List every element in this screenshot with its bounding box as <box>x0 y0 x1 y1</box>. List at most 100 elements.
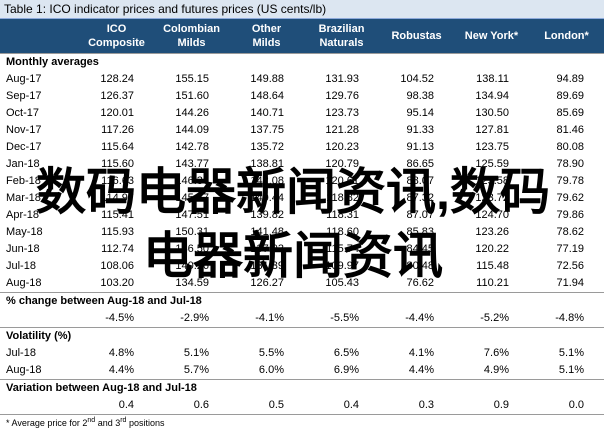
cell: 118.31 <box>326 209 359 221</box>
row-label-blank <box>0 310 79 327</box>
cell: 86.65 <box>406 158 434 170</box>
table-row: 0.4 0.6 0.5 0.4 0.3 0.9 0.0 <box>0 397 604 414</box>
table-row: Mar-18 114.97 145.57 140.44 118.82 87.32 123.7… <box>0 190 604 207</box>
column-header: ICO Composite <box>79 19 154 53</box>
table-row: Feb-18 116.63 146.30 142.08 120.61 88.07 125.5… <box>0 173 604 190</box>
cell: 72.56 <box>556 260 584 272</box>
cell: 146.50 <box>175 243 209 255</box>
cell: 125.59 <box>475 158 509 170</box>
cell: 142.78 <box>175 141 209 153</box>
cell: 4.8% <box>108 347 134 359</box>
cell: -4.4% <box>405 312 434 324</box>
cell: 0.0 <box>568 399 584 411</box>
column-header-line: New York* <box>464 30 519 42</box>
section-label: % change between Aug-18 and Jul-18 <box>0 292 604 310</box>
footnote-sup: rd <box>120 417 127 424</box>
section-label: Volatility (%) <box>0 327 604 345</box>
column-header-line: Milds <box>252 37 281 49</box>
cell: 78.62 <box>556 226 584 238</box>
table-row: Apr-18 115.41 147.51 139.82 118.31 87.07 124.7… <box>0 207 604 224</box>
cell: 110.21 <box>476 277 509 289</box>
row-label: Dec-17 <box>6 141 42 153</box>
footnote-text: * Average price for 2 <box>6 418 88 428</box>
cell: 144.09 <box>175 124 209 136</box>
cell: 148.64 <box>250 90 284 102</box>
row-label-blank <box>0 397 79 414</box>
table-row: Jun-18 112.74 146.50 137.93 115.74 84.45 120.2… <box>0 241 604 258</box>
column-header-line: ICO <box>106 23 127 35</box>
row-label: Aug-17 <box>6 73 42 85</box>
cell: 117.26 <box>101 124 134 136</box>
cell: 147.51 <box>175 209 209 221</box>
watermark: 数码电器新闻资讯,数码电器新闻资讯 <box>36 164 550 284</box>
cell: 130.50 <box>475 107 509 119</box>
cell: 120.23 <box>325 141 359 153</box>
cell: 115.64 <box>101 141 134 153</box>
cell: 115.74 <box>326 243 359 255</box>
cell: 137.75 <box>250 124 284 136</box>
cell: 149.88 <box>250 73 284 85</box>
cell: 126.27 <box>250 277 284 289</box>
cell: 125.58 <box>475 175 509 187</box>
table-row: Aug-18 103.20 134.59 126.27 105.43 76.62 110.2… <box>0 275 604 292</box>
cell: 151.60 <box>175 90 209 102</box>
cell: 78.90 <box>556 158 584 170</box>
cell: 120.01 <box>100 107 134 119</box>
cell: 118.82 <box>326 192 359 204</box>
row-label: Mar-18 <box>6 192 41 204</box>
cell: -2.9% <box>180 312 209 324</box>
row-label: Jul-18 <box>6 347 36 359</box>
cell: 115.41 <box>101 209 134 221</box>
cell: 103.20 <box>100 277 134 289</box>
cell: -5.5% <box>330 312 359 324</box>
table-row: Nov-17 117.26 144.09 137.75 121.28 91.33 127.8… <box>0 122 604 139</box>
cell: 123.75 <box>475 141 509 153</box>
cell: 5.1% <box>558 364 584 376</box>
cell: 6.0% <box>258 364 284 376</box>
cell: 4.4% <box>408 364 434 376</box>
cell: 146.30 <box>175 175 209 187</box>
row-label: Nov-17 <box>6 124 42 136</box>
cell: 124.70 <box>475 209 509 221</box>
cell: 88.07 <box>406 175 434 187</box>
cell: 4.1% <box>408 347 434 359</box>
row-label: Sep-17 <box>6 90 42 102</box>
cell: 140.71 <box>250 107 284 119</box>
cell: 91.33 <box>406 124 434 136</box>
cell: 85.69 <box>556 107 584 119</box>
column-header-line: Milds <box>177 37 206 49</box>
cell: 145.57 <box>175 192 209 204</box>
cell: 84.45 <box>406 243 434 255</box>
table-row: May-18 115.93 150.31 141.48 118.60 85.83 123.2… <box>0 224 604 241</box>
cell: 91.13 <box>406 141 434 153</box>
cell: 135.72 <box>250 141 284 153</box>
footnote-sup: nd <box>87 417 96 424</box>
cell: 134.59 <box>175 277 209 289</box>
column-header: Brazilian Naturals <box>304 19 379 53</box>
cell: 116.63 <box>101 175 134 187</box>
cell: 115.93 <box>101 226 134 238</box>
cell: 79.86 <box>556 209 584 221</box>
cell: 95.14 <box>406 107 434 119</box>
cell: 120.79 <box>325 158 359 170</box>
column-header-line: Naturals <box>319 37 364 49</box>
column-header-line: Composite <box>88 37 145 49</box>
footnote-text: and 3 <box>95 418 121 428</box>
cell: 0.5 <box>268 399 284 411</box>
cell: 139.82 <box>250 209 284 221</box>
column-header: Other Milds <box>229 19 304 53</box>
cell: 80.48 <box>406 260 434 272</box>
cell: -5.2% <box>480 312 509 324</box>
cell: 0.3 <box>418 399 434 411</box>
table-body: Monthly averages Aug-17 128.24 155.15 149.88… <box>0 53 604 414</box>
table-row: Oct-17 120.01 144.26 140.71 123.73 95.14 130.5… <box>0 105 604 122</box>
cell: 98.38 <box>406 90 434 102</box>
cell: 5.1% <box>183 347 209 359</box>
table-row: Sep-17 126.37 151.60 148.64 129.76 98.38 134.9… <box>0 88 604 105</box>
cell: 5.7% <box>183 364 209 376</box>
column-header: Colombian Milds <box>154 19 229 53</box>
cell: 155.15 <box>175 73 209 85</box>
cell: 0.6 <box>193 399 209 411</box>
table-row: Jul-18 108.06 140.26 131.39 109.97 80.48 115.4… <box>0 258 604 275</box>
